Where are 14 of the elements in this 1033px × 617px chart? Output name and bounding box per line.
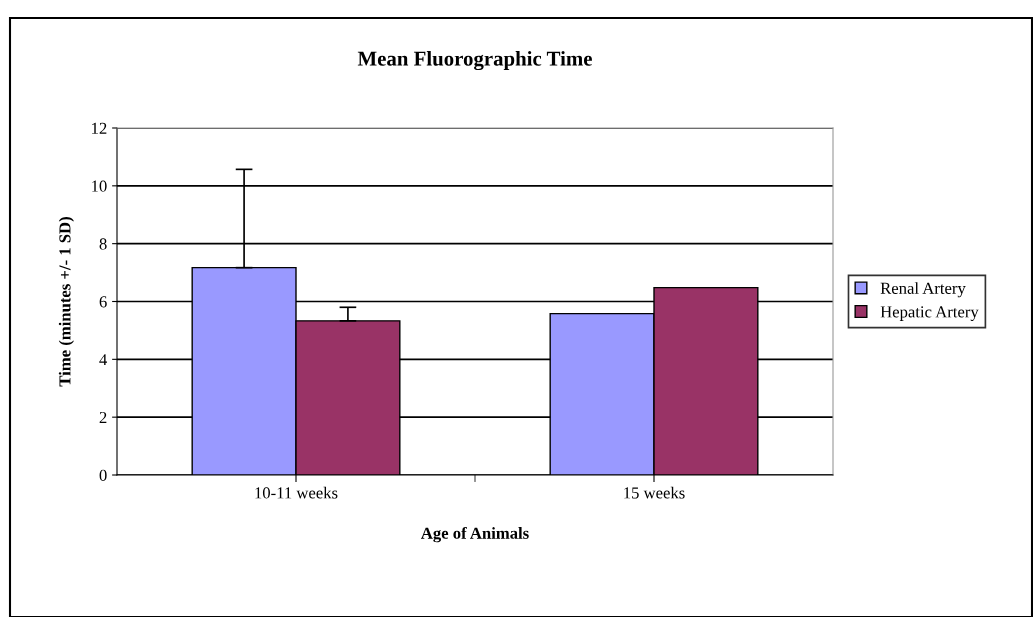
x-axis-title: Age of Animals (421, 526, 529, 543)
legend-label: Hepatic Artery (880, 306, 979, 321)
legend-label: Renal Artery (880, 282, 966, 298)
y-tick-label: 0 (99, 469, 107, 481)
y-tick-label: 2 (99, 411, 107, 423)
y-axis-title: Time (minutes +/- 1 SD) (58, 217, 74, 387)
chart-title: Mean Fluorographic Time (357, 51, 592, 71)
x-tick-label: 15 weeks (624, 486, 685, 499)
y-tick-label: 4 (99, 354, 108, 366)
y-tick-label: 6 (99, 296, 107, 308)
x-tick-label: 10-11 weeks (255, 486, 338, 499)
y-tick-label: 8 (99, 238, 107, 250)
y-tick-label: 12 (92, 122, 107, 134)
y-tick-label: 10 (92, 180, 107, 192)
